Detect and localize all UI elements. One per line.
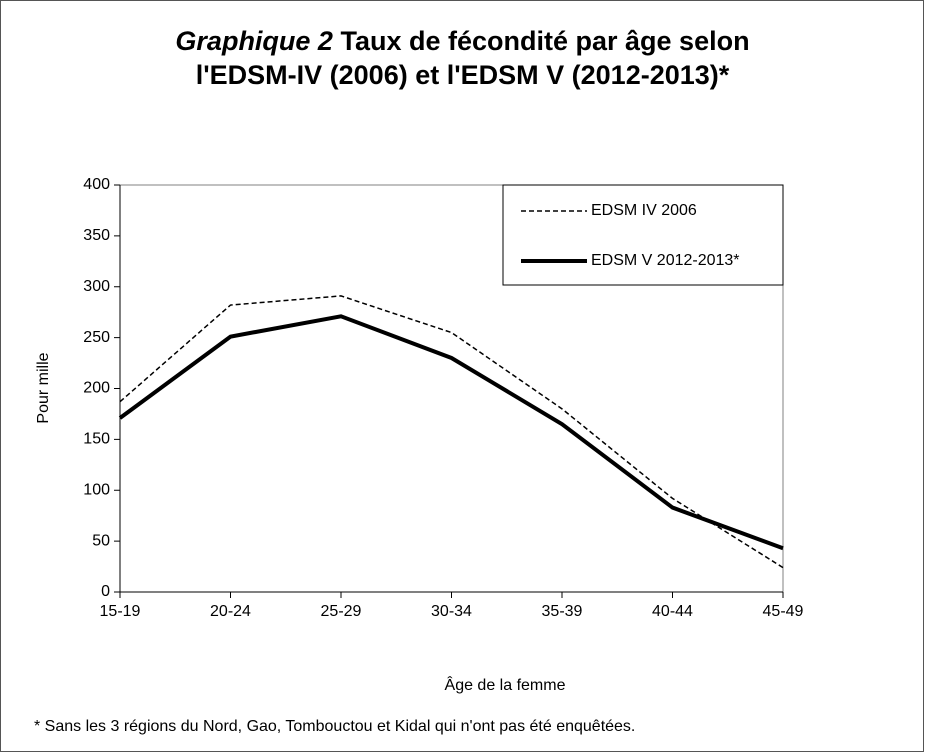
title-line: Taux de fécondité par âge selon — [340, 26, 750, 56]
x-tick-label: 15-19 — [100, 603, 141, 620]
legend-box — [502, 184, 784, 286]
title-line: l'EDSM-IV (2006) et l'EDSM V (2012-2013)… — [195, 60, 730, 90]
x-tick-label: 45-49 — [763, 603, 804, 620]
y-tick-label: 400 — [83, 176, 110, 193]
y-tick-label: 0 — [101, 583, 110, 600]
x-tick-label: 20-24 — [210, 603, 251, 620]
legend-label: EDSM V 2012-2013* — [591, 252, 740, 269]
y-tick-label: 200 — [83, 380, 110, 397]
y-tick-label: 250 — [83, 329, 110, 346]
series-line — [118, 314, 784, 551]
x-tick-label: 30-34 — [431, 603, 472, 620]
x-tick-label: 35-39 — [542, 603, 583, 620]
y-tick-label: 150 — [83, 431, 110, 448]
title-label: Graphique 2 — [175, 26, 333, 56]
y-tick-label: 350 — [83, 227, 110, 244]
x-axis-label: Âge de la femme — [445, 675, 566, 694]
footnote: * Sans les 3 régions du Nord, Gao, Tombo… — [34, 718, 635, 735]
y-tick-label: 300 — [83, 278, 110, 295]
y-axis-label: Pour mille — [35, 352, 52, 423]
series-line — [119, 295, 784, 569]
legend-label: EDSM IV 2006 — [591, 202, 697, 219]
y-tick-label: 50 — [92, 532, 110, 549]
chart-title: Graphique 2 Taux de fécondité par âge se… — [0, 24, 925, 92]
x-tick-label: 25-29 — [321, 603, 362, 620]
y-tick-label: 100 — [83, 481, 110, 498]
x-tick-label: 40-44 — [652, 603, 693, 620]
